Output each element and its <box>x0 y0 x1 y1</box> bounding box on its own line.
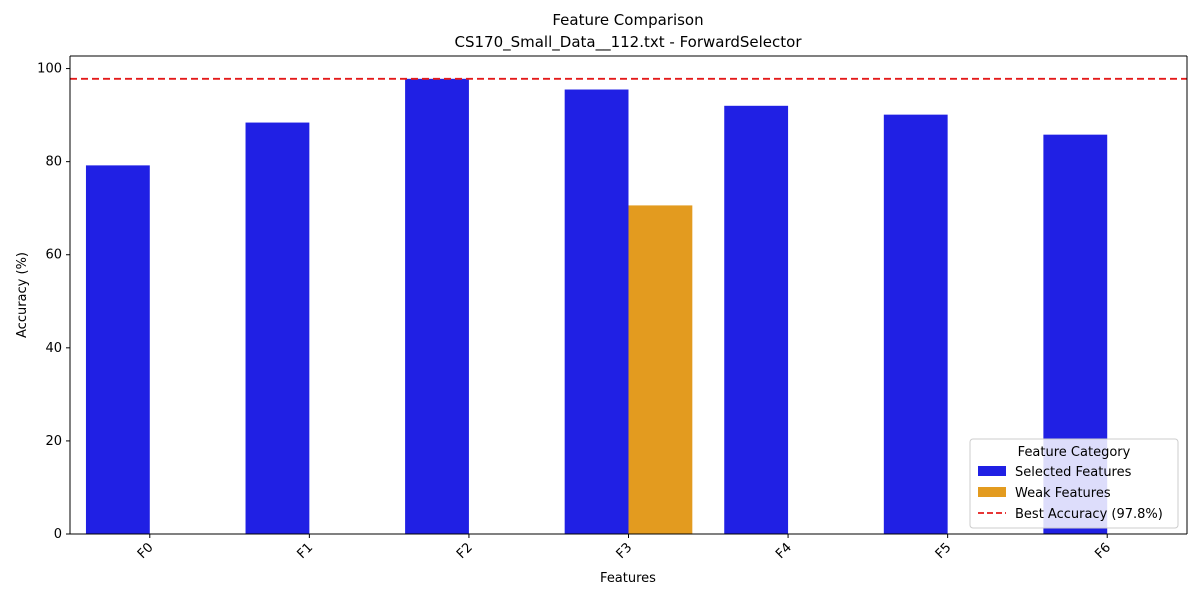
x-tick-label-f1: F1 <box>294 540 316 562</box>
x-tick-label-f3: F3 <box>614 540 636 562</box>
chart-subtitle: CS170_Small_Data__112.txt - ForwardSelec… <box>454 33 802 52</box>
y-tick-label: 0 <box>54 527 62 542</box>
y-tick-label: 40 <box>45 341 62 356</box>
chart-title: Feature Comparison <box>552 11 703 29</box>
bars-group <box>85 78 1108 535</box>
legend-label-selected-features: Selected Features <box>1015 465 1132 480</box>
legend: Feature Category Selected Features Weak Fe… <box>969 438 1179 529</box>
legend-label-weak-features: Weak Features <box>1015 486 1111 501</box>
y-tick-label: 100 <box>37 62 62 77</box>
bar-f3-weak-features <box>628 205 693 534</box>
bar-f4-selected-features <box>724 105 789 534</box>
legend-box <box>969 438 1179 529</box>
y-axis-label: Accuracy (%) <box>15 252 30 338</box>
legend-swatch-weak-features <box>978 487 1006 497</box>
x-tick-label-f4: F4 <box>773 540 795 562</box>
legend-label-best-accuracy: Best Accuracy (97.8%) <box>1015 507 1163 522</box>
legend-swatch-selected-features <box>978 466 1006 476</box>
bar-f3-selected-features <box>564 89 629 534</box>
x-tick-label-f0: F0 <box>135 540 157 562</box>
x-axis-label: Features <box>600 571 656 586</box>
x-tick-label-f2: F2 <box>454 540 476 562</box>
bar-f5-selected-features <box>883 114 948 534</box>
bar-f2-selected-features <box>405 78 469 535</box>
legend-title: Feature Category <box>1018 445 1131 460</box>
bar-f0-selected-features <box>85 165 150 534</box>
y-tick-label: 80 <box>45 155 62 170</box>
x-tick-label-f5: F5 <box>933 540 955 562</box>
x-tick-label-f6: F6 <box>1092 540 1114 562</box>
bar-f1-selected-features <box>245 122 310 535</box>
y-tick-label: 20 <box>45 434 62 449</box>
y-tick-label: 60 <box>45 248 62 263</box>
